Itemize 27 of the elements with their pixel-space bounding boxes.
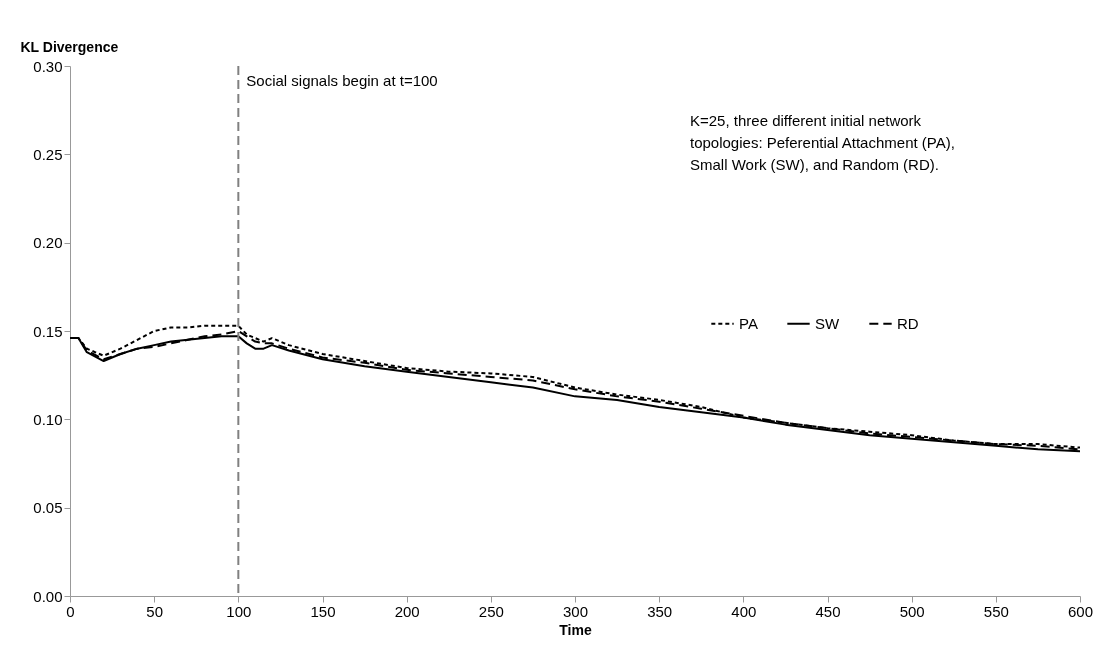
x-tick-label: 550 <box>983 602 1009 620</box>
y-axis-title: KL Divergence <box>20 38 119 55</box>
x-tick-label: 600 <box>1067 602 1094 620</box>
y-tick-label: 0.00 <box>33 587 63 605</box>
y-tick-label: 0.15 <box>33 322 63 340</box>
y-tick-label: 0.30 <box>33 57 63 75</box>
x-tick-label: 450 <box>815 602 841 620</box>
annotation: K=25, three different initial network topologies: Peferential Attachment (PA), Small Work (SW), and Random (RD). <box>690 112 955 173</box>
y-tick-label: 0.20 <box>33 234 63 252</box>
x-tick-label: 400 <box>731 602 757 620</box>
x-axis-title: Time <box>559 621 592 638</box>
x-tick-label: 350 <box>647 602 673 620</box>
x-tick-label: 0 <box>66 602 75 620</box>
y-tick-label: 0.05 <box>33 499 63 517</box>
x-tick-label: 200 <box>394 602 420 620</box>
x-tick-label: 300 <box>562 602 589 620</box>
legend-label: RD <box>897 314 919 332</box>
x-tick-label: 250 <box>478 602 504 620</box>
legend-label: SW <box>815 314 840 332</box>
x-tick-label: 100 <box>226 602 252 620</box>
y-tick-label: 0.10 <box>33 410 63 428</box>
x-tick-label: 150 <box>310 602 336 620</box>
legend-label: PA <box>739 314 758 332</box>
x-tick-label: 500 <box>899 602 925 620</box>
ref-line-label: Social signals begin at t=100 <box>246 72 438 89</box>
x-tick-label: 50 <box>146 602 164 620</box>
y-tick-label: 0.25 <box>33 145 63 163</box>
